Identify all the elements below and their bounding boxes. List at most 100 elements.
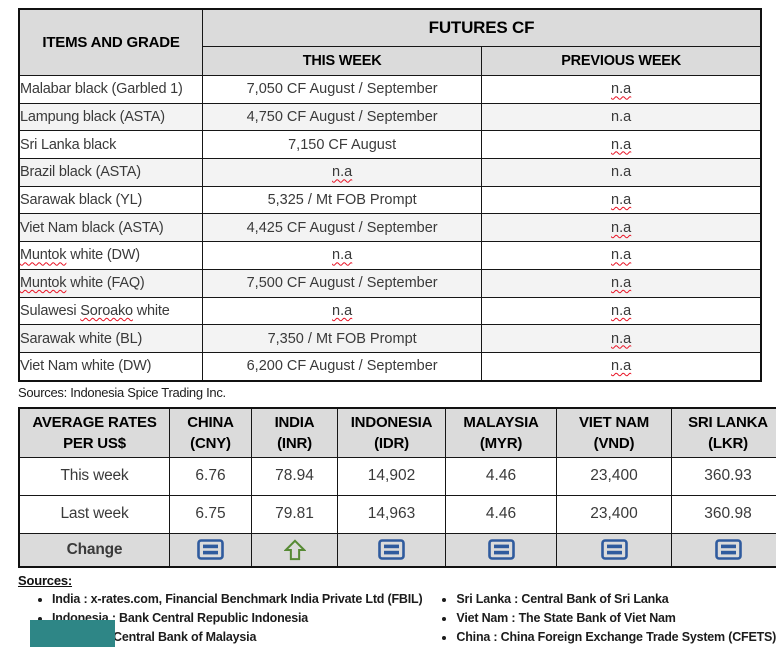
futures-source-note: Sources: Indonesia Spice Trading Inc. — [18, 384, 226, 400]
previous-week-cell: n.a — [481, 324, 762, 353]
column-header-india: INDIA (INR) — [251, 407, 338, 458]
currency-code: (MYR) — [479, 434, 523, 452]
table-row: Muntok white (FAQ) 7,500 CF August / Sep… — [18, 268, 762, 298]
column-header-malaysia: MALAYSIA (MYR) — [445, 407, 557, 458]
change-row: Change — [18, 532, 776, 568]
rate-cell: 6.75 — [169, 494, 252, 534]
change-cell — [556, 532, 672, 568]
table-row: Viet Nam white (DW) 6,200 CF August / Se… — [18, 351, 762, 382]
rate-cell: 6.76 — [169, 456, 252, 496]
table-row: Sri Lanka black 7,150 CF August n.a — [18, 130, 762, 160]
rate-cell: 360.93 — [671, 456, 776, 496]
table-row: Sarawak black (YL) 5,325 / Mt FOB Prompt… — [18, 185, 762, 215]
item-grade-cell: Sri Lanka black — [18, 130, 203, 160]
currency-code: (VND) — [593, 434, 635, 452]
equal-icon — [197, 539, 224, 560]
column-header-indonesia: INDONESIA (IDR) — [337, 407, 446, 458]
this-week-cell: 6,200 CF August / September — [201, 351, 483, 382]
currency-code: (CNY) — [190, 434, 231, 452]
futures-prices-table: ITEMS AND GRADE FUTURES CF THIS WEEK PRE… — [18, 8, 762, 382]
source-item: India : x-rates.com, Financial Benchmark… — [52, 590, 423, 609]
table-row: Muntok white (DW) n.a n.a — [18, 241, 762, 270]
change-cell — [337, 532, 446, 568]
item-grade-cell: Malabar black (Garbled 1) — [18, 75, 203, 104]
item-grade-cell: Lampung black (ASTA) — [18, 102, 203, 132]
this-week-cell: 7,350 / Mt FOB Prompt — [201, 324, 483, 353]
this-week-cell: 4,750 CF August / September — [201, 102, 483, 132]
item-grade-cell: Sarawak white (BL) — [18, 324, 203, 353]
column-header-srilanka: SRI LANKA (LKR) — [671, 407, 776, 458]
this-week-header: THIS WEEK — [201, 46, 483, 76]
sources-section: Sources: India : x-rates.com, Financial … — [18, 572, 776, 648]
sources-right-column: Sri Lanka : Central Bank of Sri Lanka Vi… — [422, 588, 776, 648]
country-name: SRI LANKA — [688, 413, 768, 431]
table-row: Sarawak white (BL) 7,350 / Mt FOB Prompt… — [18, 324, 762, 353]
change-cell — [169, 532, 252, 568]
item-grade-cell: Sarawak black (YL) — [18, 185, 203, 215]
change-cell — [445, 532, 557, 568]
table-row: Viet Nam black (ASTA) 4,425 CF August / … — [18, 213, 762, 243]
rate-cell: 23,400 — [556, 494, 672, 534]
average-rates-header: AVERAGE RATES PER US$ — [18, 407, 170, 458]
this-week-cell: 7,500 CF August / September — [201, 268, 483, 298]
up-arrow-icon — [283, 538, 306, 560]
source-item: China : China Foreign Exchange Trade Sys… — [456, 628, 776, 647]
rate-cell: 79.81 — [251, 494, 338, 534]
table-row: Malabar black (Garbled 1) 7,050 CF Augus… — [18, 75, 762, 104]
previous-week-cell: n.a — [481, 296, 762, 326]
column-header-vietnam: VIET NAM (VND) — [556, 407, 672, 458]
equal-icon — [600, 539, 628, 560]
currency-code: (LKR) — [708, 434, 748, 452]
previous-week-header: PREVIOUS WEEK — [481, 46, 762, 76]
items-and-grade-header: ITEMS AND GRADE — [18, 8, 203, 76]
clipped-next-table-fragment — [30, 620, 115, 647]
average-rates-header-line2: PER US$ — [63, 434, 126, 452]
column-header-china: CHINA (CNY) — [169, 407, 252, 458]
last-week-rates-row: Last week 6.75 79.81 14,963 4.46 23,400 … — [18, 494, 776, 534]
this-week-cell: n.a — [201, 158, 483, 187]
previous-week-cell: n.a — [481, 158, 762, 187]
table-row: Sulawesi Soroako white n.a n.a — [18, 296, 762, 326]
item-grade-cell: Muntok white (DW) — [18, 241, 203, 270]
country-name: INDONESIA — [350, 413, 433, 431]
equal-icon — [378, 539, 405, 560]
item-grade-cell: Viet Nam white (DW) — [18, 351, 203, 382]
this-week-cell: 7,050 CF August / September — [201, 75, 483, 104]
rate-cell: 78.94 — [251, 456, 338, 496]
change-row-label: Change — [18, 532, 170, 568]
futures-cf-header: FUTURES CF — [202, 8, 762, 47]
item-grade-cell: Viet Nam black (ASTA) — [18, 213, 203, 243]
this-week-rates-row: This week 6.76 78.94 14,902 4.46 23,400 … — [18, 456, 776, 496]
previous-week-cell: n.a — [481, 213, 762, 243]
average-rates-header-line1: AVERAGE RATES — [32, 413, 157, 431]
this-week-cell: n.a — [201, 296, 483, 326]
rate-cell: 14,902 — [337, 456, 446, 496]
item-grade-cell: Muntok white (FAQ) — [18, 268, 203, 298]
previous-week-cell: n.a — [481, 185, 762, 215]
rate-cell: 4.46 — [445, 456, 557, 496]
source-item: Sri Lanka : Central Bank of Sri Lanka — [456, 590, 776, 609]
rate-cell: 23,400 — [556, 456, 672, 496]
rate-cell: 14,963 — [337, 494, 446, 534]
country-name: VIET NAM — [578, 413, 650, 431]
sources-title: Sources: — [18, 572, 73, 588]
previous-week-cell: n.a — [481, 102, 762, 132]
this-week-cell: 5,325 / Mt FOB Prompt — [201, 185, 483, 215]
equal-icon — [714, 539, 742, 560]
average-rates-table: AVERAGE RATES PER US$ CHINA (CNY) INDIA … — [18, 406, 776, 568]
rate-cell: 4.46 — [445, 494, 557, 534]
change-cell — [671, 532, 776, 568]
this-week-cell: 4,425 CF August / September — [201, 213, 483, 243]
previous-week-cell: n.a — [481, 268, 762, 298]
row-label: Last week — [18, 494, 170, 534]
table-row: Lampung black (ASTA) 4,750 CF August / S… — [18, 102, 762, 132]
table-row: Brazil black (ASTA) n.a n.a — [18, 158, 762, 187]
currency-code: (IDR) — [374, 434, 409, 452]
country-name: INDIA — [274, 413, 315, 431]
change-cell — [251, 532, 338, 568]
row-label: This week — [18, 456, 170, 496]
item-grade-cell: Sulawesi Soroako white — [18, 296, 203, 326]
previous-week-cell: n.a — [481, 241, 762, 270]
this-week-cell: n.a — [201, 241, 483, 270]
